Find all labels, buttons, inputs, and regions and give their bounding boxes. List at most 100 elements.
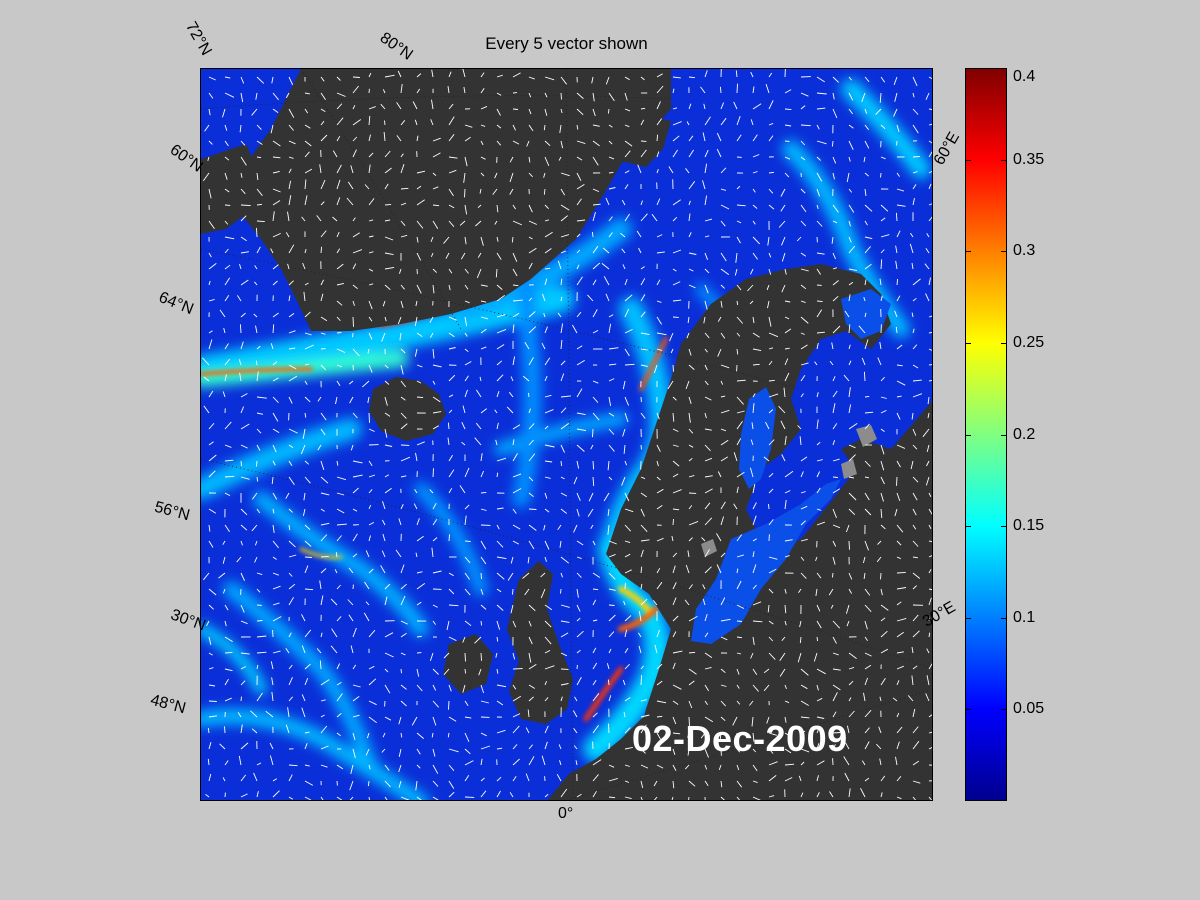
velocity-vector [544, 248, 552, 254]
velocity-vector [528, 652, 532, 663]
velocity-vector [896, 651, 904, 654]
colorbar-tick-label: 0.4 [1013, 68, 1036, 85]
velocity-vector [288, 583, 296, 590]
velocity-vector [448, 636, 457, 642]
velocity-vector [348, 380, 354, 385]
velocity-vector [319, 580, 322, 590]
velocity-vector [543, 313, 546, 318]
velocity-vector [720, 439, 729, 446]
velocity-vector [448, 684, 452, 692]
velocity-vector [528, 744, 533, 750]
velocity-vector [733, 101, 738, 110]
colorbar-tick-label: 0.25 [1013, 333, 1045, 351]
velocity-vector [364, 581, 370, 590]
velocity-vector [780, 188, 786, 197]
velocity-vector [720, 796, 725, 800]
velocity-vector [448, 134, 455, 142]
velocity-vector [448, 103, 454, 110]
velocity-vector [544, 697, 549, 702]
velocity-vector [800, 668, 809, 676]
velocity-vector [896, 188, 905, 192]
velocity-vector [892, 697, 898, 702]
velocity-vector [685, 380, 690, 390]
velocity-vector [832, 204, 839, 213]
velocity-vector [560, 204, 570, 211]
velocity-vector [592, 108, 596, 117]
velocity-vector [560, 234, 570, 238]
velocity-vector [208, 636, 212, 646]
velocity-vector [400, 120, 406, 126]
velocity-vector [832, 711, 837, 718]
velocity-vector [928, 151, 932, 158]
velocity-vector [816, 392, 819, 398]
velocity-vector [863, 572, 866, 579]
velocity-vector [557, 312, 562, 318]
velocity-vector [381, 748, 386, 753]
velocity-vector [832, 267, 838, 270]
velocity-vector [656, 332, 667, 336]
velocity-vector [576, 617, 581, 622]
velocity-vector [877, 540, 882, 545]
velocity-vector [480, 652, 482, 661]
velocity-vector [224, 604, 229, 611]
velocity-vector [352, 232, 360, 238]
velocity-vector [204, 124, 210, 132]
velocity-vector [368, 219, 374, 222]
velocity-vector [368, 198, 375, 206]
velocity-vector [688, 668, 697, 675]
velocity-vector [272, 188, 281, 193]
velocity-vector [768, 252, 772, 258]
velocity-vector [320, 293, 324, 302]
velocity-vector [912, 508, 917, 516]
velocity-vector [448, 156, 458, 159]
velocity-vector [236, 556, 242, 563]
velocity-vector [256, 246, 261, 254]
velocity-vector [336, 380, 341, 387]
velocity-vector [763, 456, 770, 462]
velocity-vector [336, 535, 342, 542]
velocity-vector [592, 156, 599, 166]
velocity-vector [864, 312, 867, 318]
velocity-vector [784, 436, 787, 446]
velocity-vector [544, 556, 547, 562]
velocity-vector [464, 236, 467, 245]
velocity-vector [400, 423, 408, 430]
velocity-vector [496, 360, 503, 366]
velocity-vector [656, 476, 661, 481]
velocity-vector [443, 652, 450, 659]
velocity-vector [509, 172, 514, 183]
velocity-vector [576, 572, 582, 578]
velocity-vector [912, 740, 920, 750]
velocity-vector [240, 140, 246, 146]
velocity-vector [512, 252, 518, 262]
velocity-vector [813, 652, 818, 662]
velocity-vector [700, 86, 706, 94]
velocity-vector [863, 156, 866, 163]
velocity-vector [368, 106, 376, 110]
velocity-vector [736, 410, 745, 414]
velocity-vector [416, 684, 423, 692]
velocity-vector [624, 796, 632, 800]
velocity-vector [240, 236, 247, 242]
velocity-vector [432, 396, 441, 403]
velocity-vector [448, 534, 450, 542]
velocity-vector [416, 170, 426, 174]
velocity-vector [316, 648, 322, 654]
velocity-vector [528, 236, 533, 240]
velocity-vector [640, 796, 643, 800]
velocity-vector [848, 652, 857, 659]
velocity-vector [651, 213, 658, 222]
velocity-vector [831, 236, 834, 244]
velocity-vector [208, 540, 214, 548]
velocity-vector [414, 348, 418, 357]
velocity-vector [752, 620, 763, 623]
velocity-vector [432, 425, 439, 430]
velocity-vector [864, 108, 868, 114]
velocity-vector [320, 699, 326, 702]
velocity-vector [751, 422, 754, 430]
velocity-vector [560, 696, 563, 702]
velocity-vector [656, 700, 667, 704]
velocity-vector [590, 524, 594, 529]
velocity-vector [527, 709, 530, 718]
velocity-vector [848, 508, 856, 516]
